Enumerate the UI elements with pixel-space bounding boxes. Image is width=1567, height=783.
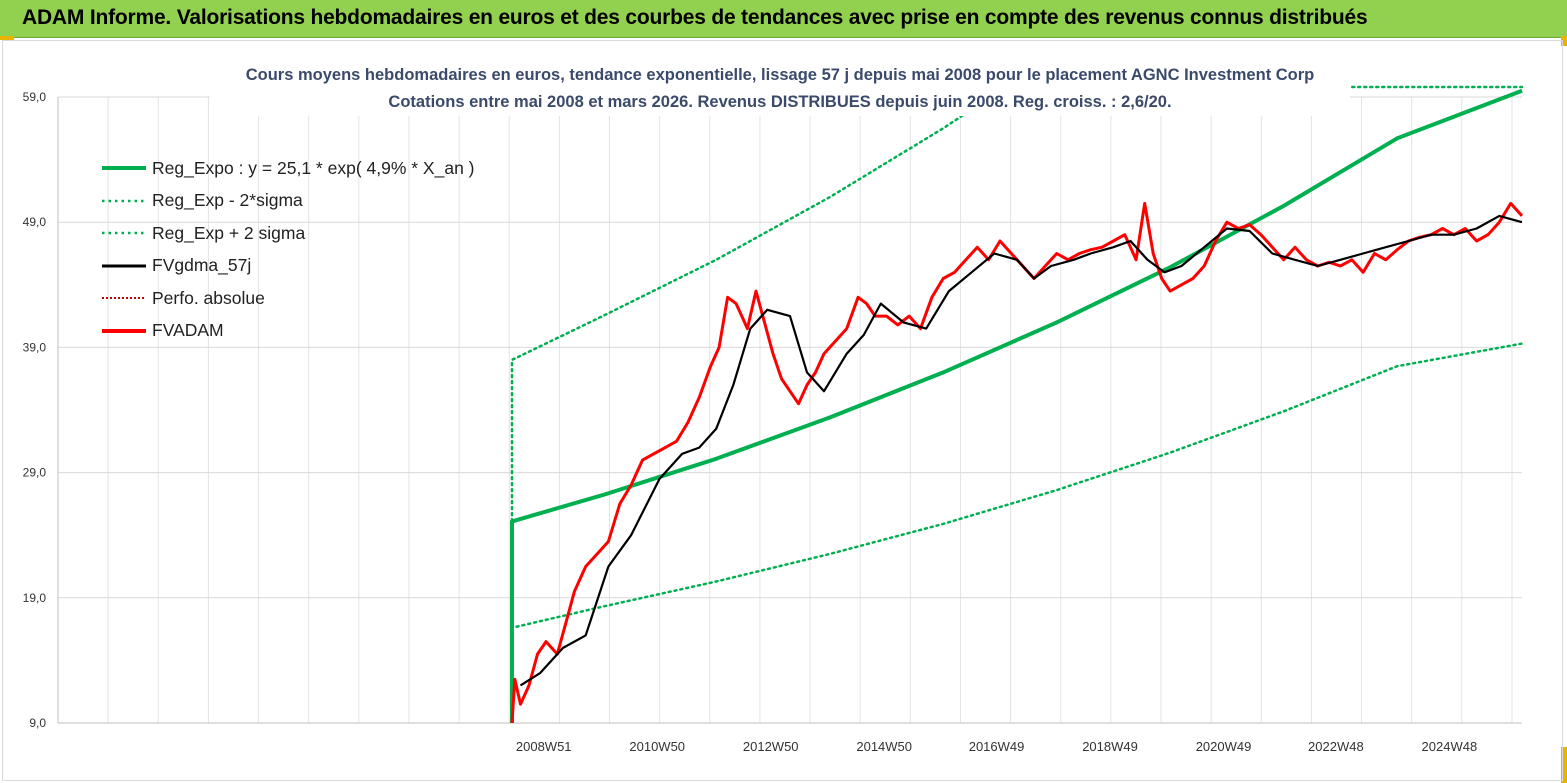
x-tick-label: 2014W50 xyxy=(856,739,912,754)
y-tick-label: 29,0 xyxy=(23,466,47,480)
legend-item: FVADAM xyxy=(100,315,475,348)
y-tick-label: 39,0 xyxy=(23,340,47,354)
series-reg-expo xyxy=(510,88,1523,723)
legend-swatch xyxy=(102,232,146,235)
legend-label: Perfo. absolue xyxy=(152,287,265,308)
legend-item: Reg_Exp - 2*sigma xyxy=(100,185,475,218)
chart-title-line-2: Cotations entre mai 2008 et mars 2026. R… xyxy=(388,93,1172,111)
axes: 59,0 49,0 39,0 29,0 19,0 9,0 2008W51 2010W50 201… xyxy=(23,90,1522,754)
x-tick-label: 2018W49 xyxy=(1082,739,1138,754)
legend-label: Reg_Expo : y = 25,1 * exp( 4,9% * X_an ) xyxy=(152,157,475,178)
corner-accent-top-right xyxy=(1561,36,1567,46)
x-tick-label: 2024W48 xyxy=(1422,739,1478,754)
report-banner: ADAM Informe. Valorisations hebdomadaire… xyxy=(0,0,1567,38)
chart-title: Cours moyens hebdomadaires en euros, ten… xyxy=(210,62,1350,116)
legend-swatch xyxy=(102,199,146,202)
legend-label: FVgdma_57j xyxy=(152,255,252,276)
series-fvgdma-57j xyxy=(519,214,1523,687)
y-tick-label: 49,0 xyxy=(23,215,47,229)
corner-accent-bottom-right xyxy=(1561,747,1567,783)
x-tick-label: 2012W50 xyxy=(743,739,799,754)
x-tick-label: 2008W51 xyxy=(516,739,572,754)
x-tick-label: 2016W49 xyxy=(969,739,1025,754)
series-lines xyxy=(510,85,1524,723)
legend-item: Perfo. absolue xyxy=(100,282,475,315)
y-tick-label: 9,0 xyxy=(29,716,46,730)
legend-label: FVADAM xyxy=(152,320,224,341)
legend-swatch xyxy=(102,297,146,300)
legend-item: Reg_Expo : y = 25,1 * exp( 4,9% * X_an ) xyxy=(100,152,475,185)
series-fvadam xyxy=(510,201,1524,723)
series-reg-exp-minus-2sigma xyxy=(510,342,1524,631)
y-tick-label: 19,0 xyxy=(23,591,47,605)
legend-label: Reg_Exp - 2*sigma xyxy=(152,190,303,211)
legend-swatch xyxy=(102,166,146,171)
legend-item: FVgdma_57j xyxy=(100,250,475,283)
legend-label: Reg_Exp + 2 sigma xyxy=(152,222,306,243)
corner-accent-top-left xyxy=(0,36,14,40)
y-tick-label: 59,0 xyxy=(23,90,47,104)
x-tick-label: 2010W50 xyxy=(629,739,685,754)
series-reg-exp-plus-2sigma xyxy=(510,85,1524,631)
report-title: ADAM Informe. Valorisations hebdomadaire… xyxy=(22,6,1368,29)
legend-swatch xyxy=(102,264,146,268)
x-tick-label: 2020W49 xyxy=(1196,739,1252,754)
chart-legend: Reg_Expo : y = 25,1 * exp( 4,9% * X_an )… xyxy=(100,152,475,347)
x-tick-label: 2022W48 xyxy=(1308,739,1364,754)
legend-item: Reg_Exp + 2 sigma xyxy=(100,217,475,250)
chart-title-line-1: Cours moyens hebdomadaires en euros, ten… xyxy=(245,66,1315,84)
legend-swatch xyxy=(102,328,146,333)
chart-frame xyxy=(2,40,1563,781)
grid-lines xyxy=(58,96,1522,724)
